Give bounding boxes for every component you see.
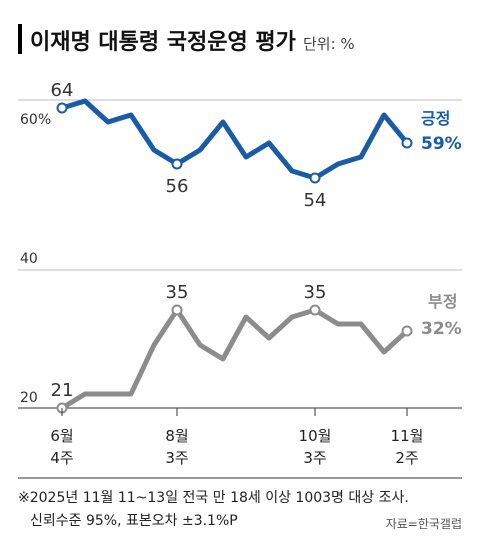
data-label: 56: [166, 176, 189, 197]
unit-label: 단위: %: [303, 35, 355, 53]
data-point-marker: [56, 102, 68, 114]
y-tick-label: 20: [20, 390, 38, 406]
series-end-value: 59%: [421, 134, 462, 154]
x-tick-label: 3주: [165, 449, 188, 467]
series-label: 긍정: [421, 109, 450, 128]
y-tick-label: 60%: [20, 112, 51, 128]
x-tick-label: 8월: [165, 427, 188, 445]
x-tick-label: 2주: [395, 449, 418, 467]
series-line-negative: [59, 307, 410, 411]
x-tick-label: 4주: [50, 449, 73, 467]
data-label: 35: [304, 282, 327, 303]
data-label: 21: [51, 380, 74, 401]
footnote-line2: 신뢰수준 95%, 표본오차 ±3.1%P: [30, 513, 238, 529]
title-accent-bar: [18, 24, 22, 54]
series-line-positive: [59, 98, 410, 181]
data-point-marker: [309, 172, 321, 184]
data-point-marker: [171, 158, 183, 170]
x-tick-label: 3주: [303, 449, 326, 467]
data-label: 35: [166, 282, 189, 303]
data-point-marker: [309, 304, 321, 316]
data-label: 64: [51, 80, 74, 101]
data-point-marker: [171, 304, 183, 316]
x-tick-label: 6월: [50, 427, 73, 445]
data-point-marker: [401, 137, 413, 149]
footnote-line1: ※2025년 11월 11~13일 전국 만 18세 이상 1003명 대상 조…: [18, 490, 409, 506]
source-label: 자료=한국갤럽: [386, 517, 462, 531]
series-label: 부정: [428, 292, 457, 311]
x-tick-label: 10월: [299, 427, 332, 445]
data-point-marker: [401, 325, 413, 337]
y-tick-label: 40: [20, 251, 38, 267]
chart-title: 이재명 대통령 국정운영 평가: [30, 30, 296, 55]
data-label: 54: [304, 190, 327, 211]
x-tick-label: 11월: [391, 427, 424, 445]
series-end-value: 32%: [421, 319, 462, 339]
